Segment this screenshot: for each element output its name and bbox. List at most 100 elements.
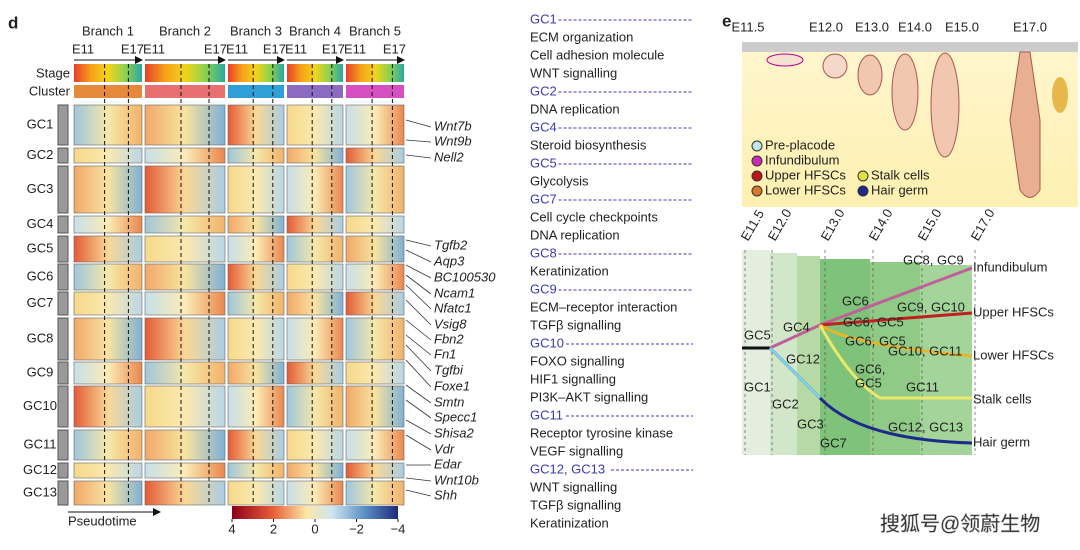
stage-label: E14.0 (866, 206, 896, 243)
heatmap-cell (286, 235, 344, 263)
heatmap-cell (144, 215, 226, 234)
gene-line (405, 359, 432, 388)
heatmap-cell (227, 480, 285, 506)
heatmap-cell (227, 429, 285, 461)
gene-label: Shisa2 (434, 425, 475, 440)
heatmap-cell (345, 317, 405, 361)
heatmap-cell (286, 291, 344, 316)
stage-start: E11 (143, 41, 165, 56)
gene-label: Vdr (434, 441, 455, 456)
heatmap-cell (286, 480, 344, 506)
heatmap-cell (73, 291, 143, 316)
legend-dot (751, 170, 763, 182)
gene-label: BC100530 (434, 269, 496, 284)
panel-label: d (8, 13, 18, 32)
colorbar-tick-label: −4 (391, 521, 406, 536)
legend-label: Stalk cells (871, 167, 930, 182)
heatmap-cell (286, 429, 344, 461)
legend-dot (751, 185, 763, 197)
heatmap-cell (345, 385, 405, 428)
stage-start: E11 (285, 41, 307, 56)
lineage-line (768, 346, 822, 400)
stage-label: E12.0 (765, 206, 795, 243)
heatmap-cell (286, 165, 344, 214)
colorbar (232, 506, 398, 519)
placode (822, 53, 848, 79)
heatmap-cell (144, 361, 226, 385)
cluster-label: GC11 (24, 436, 57, 451)
term: ECM organization (530, 29, 633, 44)
cluster-bracket (57, 361, 69, 385)
heatmap-cell (227, 147, 285, 164)
gene-label: Nell2 (434, 149, 464, 164)
heatmap-cell (345, 291, 405, 316)
cluster-bar (228, 85, 284, 98)
stage-bar (346, 64, 404, 82)
term-header: GC2 (530, 83, 557, 98)
follicle (1009, 51, 1041, 198)
stage-start: E11 (226, 41, 248, 56)
gene-label: Wnt7b (434, 118, 472, 133)
heatmap-cell (144, 317, 226, 361)
heatmap-cell (227, 165, 285, 214)
stage-bar (228, 64, 284, 82)
stage-bar (287, 64, 343, 82)
gene-line (405, 274, 432, 295)
cluster-bracket (57, 147, 69, 164)
tree-label: GC6 (842, 293, 869, 308)
term: TGFβ signalling (530, 497, 621, 512)
heatmap-cell (144, 104, 226, 146)
term: TGFβ signalling (530, 317, 621, 332)
gene-line (405, 434, 432, 451)
gene-label: Edar (434, 456, 462, 471)
branch-label: Branch 5 (349, 23, 401, 38)
gene-line (405, 264, 432, 279)
heatmap-cell (286, 317, 344, 361)
heatmap-cell (144, 263, 226, 291)
stage-start: E11 (344, 41, 366, 56)
heatmap-cell (73, 235, 143, 263)
heatmap-cell (227, 385, 285, 428)
placode (766, 53, 804, 67)
panel-label: e (722, 11, 731, 30)
branch-label: Branch 1 (82, 23, 134, 38)
term: PI3K–AKT signalling (530, 389, 648, 404)
term: WNT signalling (530, 65, 617, 80)
watermark: 搜狐号@领蔚生物 (880, 512, 1040, 535)
tree-label: GC9, GC10 (897, 299, 965, 314)
heatmap-cell (345, 104, 405, 146)
heatmap-cell (227, 361, 285, 385)
term-header: GC7 (530, 191, 557, 206)
heatmap-cell (345, 215, 405, 234)
heatmap-cell (286, 215, 344, 234)
gene-line (405, 139, 432, 143)
gene-label: Vsig8 (434, 316, 467, 331)
heatmap-cell (73, 104, 143, 146)
cluster-label: GC2 (27, 147, 54, 162)
gene-line (405, 249, 432, 263)
heatmap-cell (345, 361, 405, 385)
heatmap-cell (73, 361, 143, 385)
cluster-bracket (57, 215, 69, 234)
cluster-label: GC1 (27, 116, 54, 131)
gene-line (405, 239, 432, 247)
tree-label: GC5 (744, 327, 771, 342)
term: Cell adhesion molecule (530, 47, 664, 62)
fate-label: Infundibulum (973, 259, 1047, 274)
colorbar-tick-label: 4 (228, 521, 235, 536)
legend-label: Lower HFSCs (765, 182, 846, 197)
cluster-bracket (57, 317, 69, 361)
heatmap-cell (144, 165, 226, 214)
gene-label: Wnt9b (434, 133, 472, 148)
tree-label: GC6, GC5 (843, 314, 904, 329)
heatmap-cell (345, 480, 405, 506)
term-header: GC11 (530, 407, 563, 422)
heatmap-cell (345, 235, 405, 263)
cluster-label: GC3 (27, 181, 54, 196)
term: Keratinization (530, 263, 609, 278)
lineage-band (920, 265, 972, 455)
lineage-band (797, 256, 820, 455)
heatmap-cell (227, 104, 285, 146)
tree-label: GC12 (786, 351, 820, 366)
